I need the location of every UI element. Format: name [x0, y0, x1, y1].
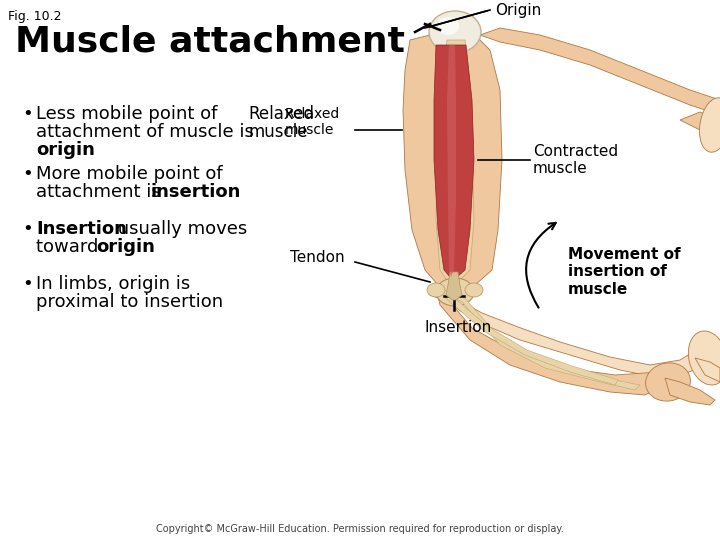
Polygon shape	[434, 45, 474, 277]
Polygon shape	[403, 30, 502, 290]
Text: insertion: insertion	[150, 183, 240, 201]
Text: More mobile point of: More mobile point of	[36, 165, 222, 183]
Ellipse shape	[688, 331, 720, 385]
Text: Origin: Origin	[495, 3, 541, 17]
Text: Less mobile point of: Less mobile point of	[36, 105, 217, 123]
Ellipse shape	[646, 363, 690, 401]
Polygon shape	[447, 45, 456, 277]
Text: In limbs, origin is: In limbs, origin is	[36, 275, 190, 293]
Text: •: •	[22, 275, 32, 293]
Text: muscle: muscle	[248, 123, 307, 141]
Ellipse shape	[429, 11, 481, 53]
Text: •: •	[22, 105, 32, 123]
Ellipse shape	[699, 98, 720, 152]
Text: Insertion: Insertion	[424, 320, 491, 335]
Ellipse shape	[437, 17, 459, 35]
Text: toward: toward	[36, 238, 104, 256]
Polygon shape	[680, 112, 720, 145]
Text: origin: origin	[96, 238, 155, 256]
Polygon shape	[480, 28, 720, 115]
Text: Muscle attachment: Muscle attachment	[15, 25, 405, 59]
Text: usually moves: usually moves	[112, 220, 247, 238]
Text: •: •	[22, 220, 32, 238]
Polygon shape	[444, 295, 618, 385]
Polygon shape	[695, 358, 720, 382]
Text: Relaxed: Relaxed	[248, 105, 314, 123]
Polygon shape	[446, 272, 462, 300]
Text: Relaxed
muscle: Relaxed muscle	[285, 107, 341, 137]
Text: attachment is: attachment is	[36, 183, 166, 201]
Polygon shape	[437, 288, 665, 395]
Text: Copyright© McGraw-Hill Education. Permission required for reproduction or displa: Copyright© McGraw-Hill Education. Permis…	[156, 524, 564, 534]
Polygon shape	[430, 288, 710, 378]
Text: Fig. 10.2: Fig. 10.2	[8, 10, 61, 23]
Text: Movement of
insertion of
muscle: Movement of insertion of muscle	[568, 247, 680, 297]
Text: proximal to insertion: proximal to insertion	[36, 293, 223, 311]
Text: Insertion: Insertion	[36, 220, 127, 238]
Polygon shape	[455, 295, 640, 390]
Polygon shape	[665, 378, 715, 405]
Ellipse shape	[465, 283, 483, 297]
FancyArrowPatch shape	[526, 223, 556, 308]
Text: origin: origin	[36, 141, 95, 159]
Ellipse shape	[427, 283, 445, 297]
Text: Contracted
muscle: Contracted muscle	[533, 144, 618, 176]
Text: attachment of muscle is: attachment of muscle is	[36, 123, 254, 141]
Polygon shape	[436, 40, 474, 282]
Text: •: •	[22, 165, 32, 183]
Ellipse shape	[436, 278, 474, 306]
Text: Tendon: Tendon	[290, 249, 345, 265]
